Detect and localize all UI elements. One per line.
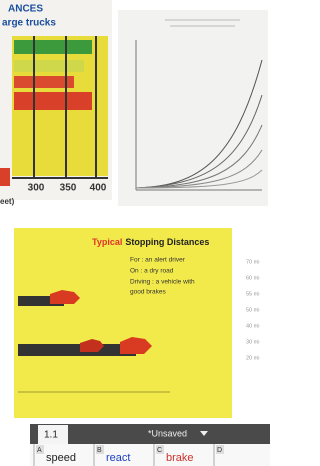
axis-label: 400 [90,183,107,194]
column-name: speed [46,452,76,464]
axis-unit: eet) [0,197,15,206]
speed-label: 70 mi [246,259,259,265]
column-letter: A [37,447,42,454]
slide-line: good brakes [130,289,167,296]
title-highlight: Typical [92,237,122,247]
column-letter: B [97,447,102,454]
column-name: brake [166,452,194,464]
right-graph [118,10,268,206]
legend-swatch [0,168,10,186]
speed-label: 40 mi [246,323,259,329]
doc-status: *Unsaved [148,428,187,438]
left-panel: ANCES arge trucks 300 350 400 eet) [0,0,112,206]
axis-label: 300 [28,183,45,194]
speed-label: 60 mi [246,275,259,281]
title-text: Stopping Distances [125,237,209,247]
truck-bar [14,92,92,110]
speed-labels: 70 mi 60 mi 55 mi 50 mi 40 mi 30 mi 20 mi [246,259,259,361]
speed-label: 30 mi [246,339,259,345]
panel-title: arge trucks [2,18,56,29]
speed-label: 55 mi [246,291,259,297]
road [18,344,136,356]
slide-line: For : an alert driver [130,257,186,264]
column-letter: C [157,447,162,454]
tab-label[interactable]: 1.1 [44,430,58,441]
slide-line: Driving : a vehicle with [130,279,195,286]
page: {"left_panel": {"title_lines": ["ANCES",… [0,0,270,466]
slide-bg [14,228,232,418]
panel-title: ANCES [8,4,43,15]
green-bar [14,40,92,54]
truck-bar [14,60,84,72]
screenshot: ANCES arge trucks 300 350 400 eet) Typic… [0,0,270,466]
slide-line: On : a dry road [130,268,174,275]
speed-label: 50 mi [246,307,259,313]
axis-label: 350 [60,183,77,194]
column-letter: D [217,447,222,454]
speed-label: 20 mi [246,355,259,361]
column-name: react [106,452,130,464]
